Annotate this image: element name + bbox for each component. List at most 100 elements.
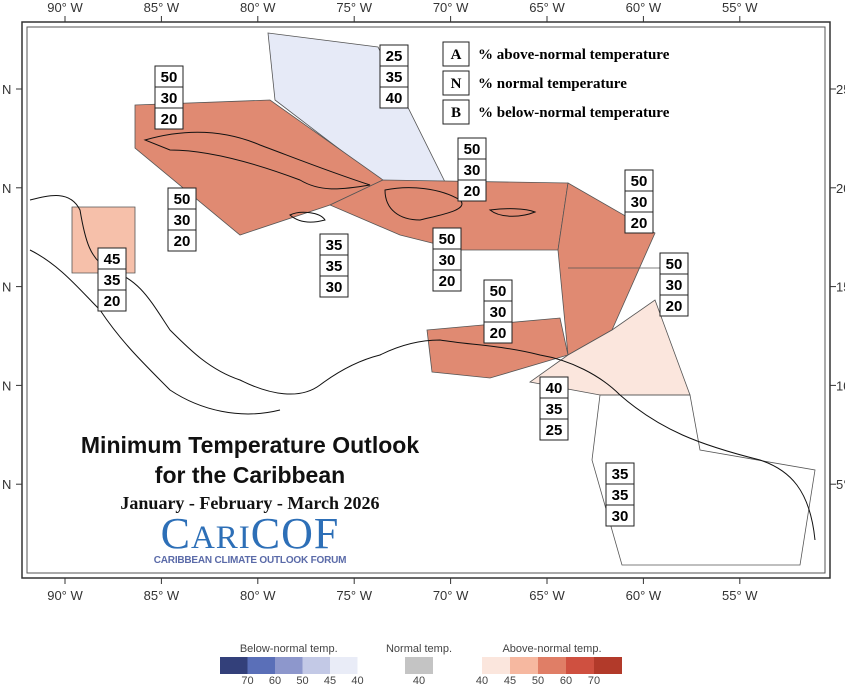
legend-label: Below-normal temp. <box>240 643 338 655</box>
normal-value: 30 <box>666 277 683 294</box>
above-normal-value: 50 <box>439 231 456 248</box>
lat-label-left: N <box>2 82 11 97</box>
prob-box-trinidad-tobago: 40 35 25 <box>539 376 569 441</box>
prob-cell <box>539 418 569 441</box>
key-text: % below-normal temperature <box>478 105 670 121</box>
above-normal-value: 35 <box>326 237 343 254</box>
normal-value: 30 <box>174 212 191 229</box>
prob-box-cuba-south: 50 30 20 <box>167 187 197 252</box>
below-normal-value: 20 <box>666 298 683 315</box>
below-normal-value: 20 <box>631 215 648 232</box>
prob-cell <box>605 504 635 527</box>
above-normal-value: 50 <box>666 256 683 273</box>
prob-box-hispaniola-puerto-rico: 50 30 20 <box>432 227 462 292</box>
above-normal-value: 50 <box>174 191 191 208</box>
above-normal-value: 25 <box>386 48 403 65</box>
key-letter: B <box>451 105 461 121</box>
normal-value: 30 <box>490 304 507 321</box>
caricof-logo-subtitle: CARIBBEAN CLIMATE OUTLOOK FORUM <box>153 555 347 566</box>
prob-cell <box>432 269 462 292</box>
below-normal-value: 20 <box>464 183 481 200</box>
legend-swatch <box>275 657 303 674</box>
legend-normal: Normal temp. 40 <box>386 643 452 684</box>
key-letter-box <box>442 41 470 67</box>
key-text: % above-normal temperature <box>478 47 670 63</box>
region-guianas <box>591 394 816 566</box>
prob-cell <box>167 229 197 252</box>
prob-cell <box>319 275 349 298</box>
prob-box-windward-islands: 50 30 20 <box>659 252 689 317</box>
above-normal-value: 50 <box>161 69 178 86</box>
key-letter: A <box>451 47 462 63</box>
prob-box-guianas: 35 35 30 <box>605 462 635 527</box>
legend-tick: 60 <box>560 675 572 684</box>
normal-value: 30 <box>439 252 456 269</box>
key-letter-box <box>442 70 470 96</box>
prob-box-turks-caicos: 50 30 20 <box>457 137 487 202</box>
legend-tick: 70 <box>241 675 253 684</box>
legend-tick: 60 <box>269 675 281 684</box>
lon-label-bottom: 65° W <box>529 588 565 603</box>
lat-label-left: N <box>2 181 11 196</box>
below-normal-value: 20 <box>439 273 456 290</box>
below-normal-value: 40 <box>386 90 403 107</box>
lat-label-left: N <box>2 378 11 393</box>
probability-key: A % above-normal temperature N % normal tem… <box>442 41 670 125</box>
below-normal-value: 25 <box>546 422 563 439</box>
prob-box-cuba-cayman-jamaica-north: 50 30 20 <box>154 65 184 130</box>
legend-tick: 50 <box>296 675 308 684</box>
normal-value: 35 <box>326 258 343 275</box>
probability-boxes: 25 35 40 50 30 20 50 30 20 50 30 20 50 30 20 50 30 20 50 30… <box>97 44 689 527</box>
lon-label-top: 70° W <box>433 0 469 15</box>
legend-label: Above-normal temp. <box>502 643 601 655</box>
lat-label-right: 15 <box>836 280 845 295</box>
below-normal-value: 20 <box>161 111 178 128</box>
below-normal-value: 20 <box>174 233 191 250</box>
lon-label-bottom: 55° W <box>722 588 758 603</box>
lon-label-bottom: 90° W <box>47 588 83 603</box>
above-normal-value: 40 <box>546 380 563 397</box>
legend-swatch <box>566 657 594 674</box>
lon-label-top: 85° W <box>144 0 180 15</box>
legend-tick: 40 <box>413 675 425 684</box>
lon-label-top: 65° W <box>529 0 565 15</box>
legend-tick: 40 <box>351 675 363 684</box>
lat-label-right: 25 <box>836 82 845 97</box>
legend-swatch <box>405 657 433 674</box>
normal-value: 35 <box>612 487 629 504</box>
below-normal-value: 30 <box>326 279 343 296</box>
lon-label-bottom: 75° W <box>336 588 372 603</box>
normal-value: 30 <box>631 194 648 211</box>
key-letter: N <box>451 76 462 92</box>
caricof-logo: CARICOF <box>160 509 340 558</box>
lon-label-bottom: 70° W <box>433 588 469 603</box>
legend-tick: 40 <box>476 675 488 684</box>
lon-label-top: 75° W <box>336 0 372 15</box>
legend-label: Normal temp. <box>386 643 452 655</box>
map-title: Minimum Temperature Outlook for the Cari… <box>40 430 460 490</box>
below-normal-value: 20 <box>490 325 507 342</box>
lat-label-left: N <box>2 477 11 492</box>
prob-box-leeward-islands: 50 30 20 <box>624 169 654 234</box>
normal-value: 35 <box>104 272 121 289</box>
lat-label-right: 20 <box>836 181 845 196</box>
below-normal-value: 30 <box>612 508 629 525</box>
legend-above: Above-normal temp. 40 45 50 60 70 <box>476 643 622 684</box>
lon-label-bottom: 60° W <box>626 588 662 603</box>
lon-label-top: 55° W <box>722 0 758 15</box>
legend-swatch <box>538 657 566 674</box>
title-line-1: Minimum Temperature Outlook <box>80 432 420 458</box>
legend-swatch <box>510 657 538 674</box>
period-subtitle: January - February - March 2026 <box>120 493 380 513</box>
normal-value: 35 <box>546 401 563 418</box>
normal-value: 35 <box>386 69 403 86</box>
below-normal-value: 20 <box>104 293 121 310</box>
prob-cell <box>379 86 409 109</box>
lat-label-right: 10 <box>836 378 845 393</box>
prob-cell <box>97 289 127 312</box>
legend-swatch <box>482 657 510 674</box>
lat-label-left: N <box>2 280 11 295</box>
above-normal-value: 50 <box>490 283 507 300</box>
prob-cell <box>483 321 513 344</box>
